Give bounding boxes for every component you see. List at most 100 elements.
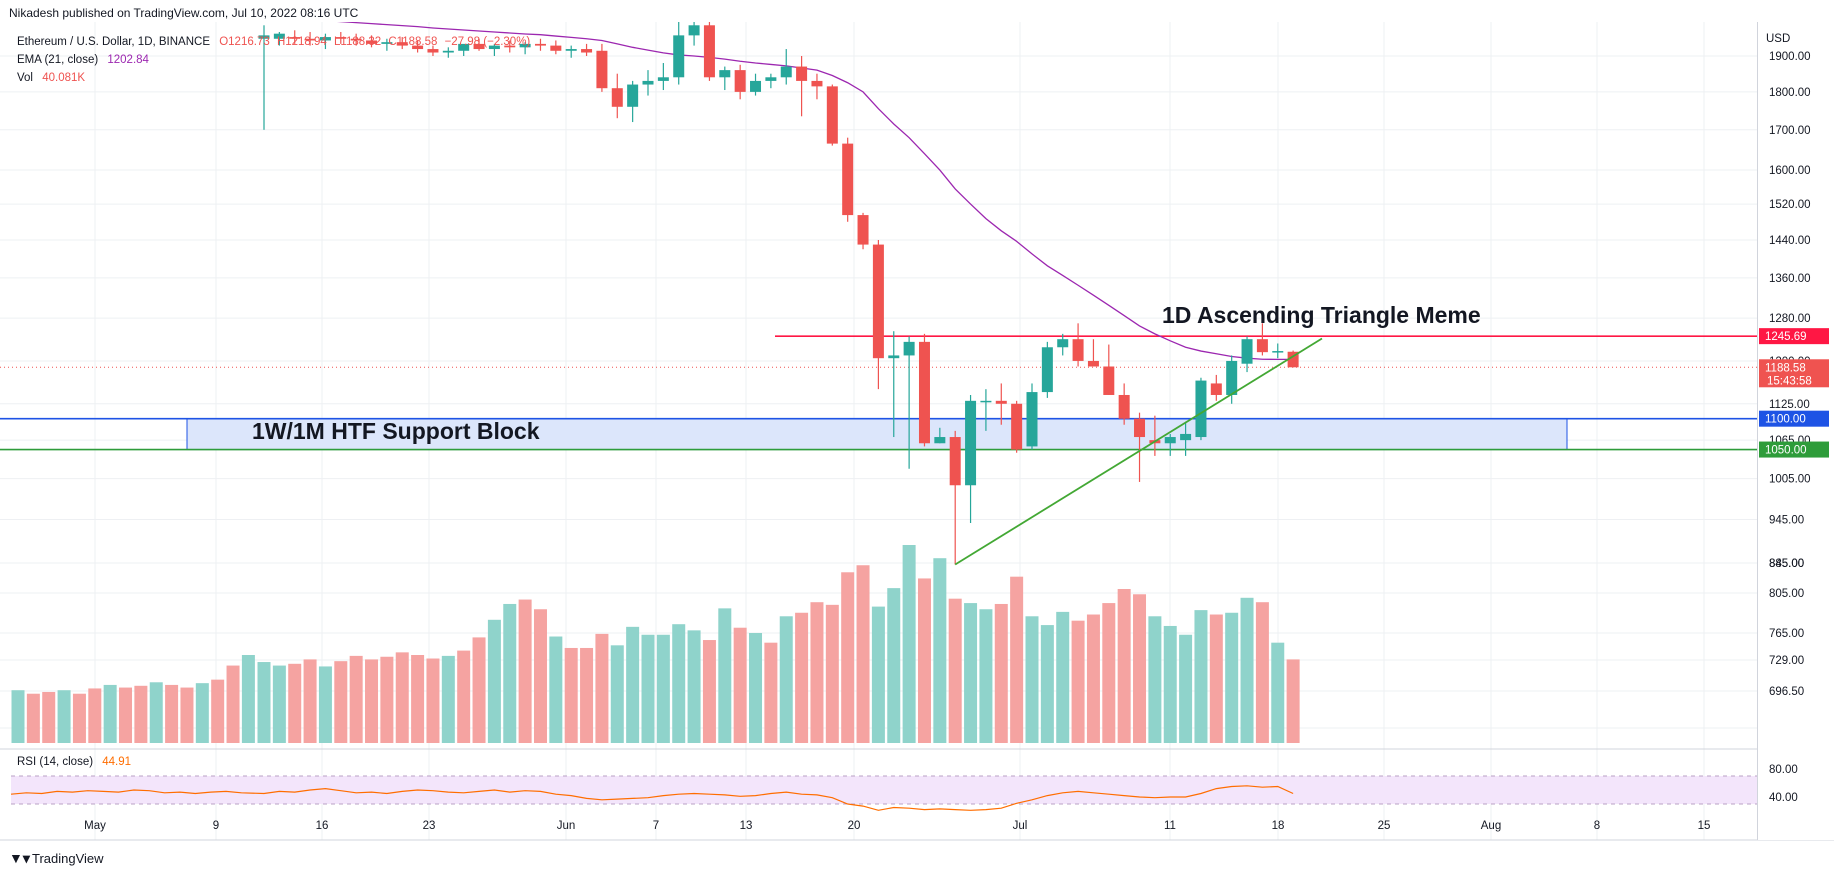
candle[interactable] (1256, 323, 1268, 356)
candle[interactable] (1180, 421, 1192, 456)
candle[interactable] (1118, 383, 1130, 425)
candle[interactable] (657, 63, 669, 91)
candle[interactable] (719, 66, 731, 91)
candle[interactable] (458, 43, 470, 56)
volume-bar (549, 636, 563, 743)
candle[interactable] (473, 38, 485, 51)
candle[interactable] (1134, 412, 1146, 482)
candle[interactable] (335, 31, 347, 44)
candle[interactable] (1026, 383, 1038, 450)
candle[interactable] (1272, 343, 1284, 359)
time-tick-label: 25 (1378, 820, 1391, 832)
candle[interactable] (273, 31, 285, 46)
candle[interactable] (842, 137, 854, 222)
candle[interactable] (1164, 433, 1176, 456)
support-annotation[interactable]: 1W/1M HTF Support Block (252, 418, 540, 444)
candle[interactable] (1226, 355, 1238, 404)
candle[interactable] (995, 383, 1007, 425)
candle[interactable] (1087, 339, 1099, 367)
candle[interactable] (750, 73, 762, 96)
candle[interactable] (688, 22, 700, 46)
volume-bar (871, 606, 885, 743)
levels[interactable] (0, 335, 1757, 451)
candle[interactable] (765, 73, 777, 89)
candle[interactable] (1057, 333, 1069, 356)
candle-body (688, 25, 700, 36)
candle[interactable] (319, 33, 331, 50)
rsi-tick-label: 40.00 (1769, 792, 1798, 804)
candle[interactable] (1103, 344, 1115, 395)
volume-bar (180, 687, 194, 743)
candle[interactable] (550, 40, 562, 55)
candle[interactable] (304, 31, 316, 46)
volume-bar (411, 655, 425, 743)
volume-bar (165, 684, 179, 743)
candles[interactable] (258, 22, 1299, 565)
volume-bar (795, 612, 809, 743)
candle-body (750, 80, 762, 92)
trendline[interactable] (954, 337, 1323, 566)
candle[interactable] (627, 80, 639, 123)
candle[interactable] (965, 394, 977, 523)
candle-body (473, 43, 485, 50)
candle[interactable] (1210, 374, 1222, 401)
candle[interactable] (427, 45, 439, 56)
price-tick-label: 1005.00 (1769, 474, 1811, 486)
time-tick-label: 8 (1594, 820, 1600, 832)
tradingview-logo[interactable]: ▼▾ TradingView (9, 850, 104, 866)
volume-bar (580, 647, 594, 743)
candle[interactable] (381, 38, 393, 51)
candle-body (842, 143, 854, 216)
candle[interactable] (350, 33, 362, 46)
time-axis[interactable]: May 9 16 23 Jun 7 13 20 Jul 11 18 25 Aug 8 15 (84, 820, 1710, 832)
candle[interactable] (1195, 377, 1207, 441)
candle[interactable] (396, 37, 408, 50)
candle[interactable] (1287, 350, 1299, 368)
candle[interactable] (734, 64, 746, 100)
candle[interactable] (596, 43, 608, 92)
candle-body (427, 49, 439, 53)
candle[interactable] (903, 336, 915, 469)
time-tick-label: 20 (848, 820, 861, 832)
candle[interactable] (780, 49, 792, 85)
candle[interactable] (504, 40, 516, 53)
candle[interactable] (534, 38, 546, 51)
volume-bar (672, 624, 686, 743)
volume-bar (887, 588, 901, 743)
candle[interactable] (888, 331, 900, 438)
candle[interactable] (918, 333, 930, 447)
candle[interactable] (872, 239, 884, 390)
candle[interactable] (565, 45, 577, 58)
candle[interactable] (826, 84, 838, 146)
support-block[interactable] (186, 418, 1568, 451)
candle[interactable] (366, 35, 378, 48)
candle[interactable] (412, 40, 424, 53)
candle[interactable] (1041, 341, 1053, 398)
candle[interactable] (857, 212, 869, 250)
candle[interactable] (811, 73, 823, 100)
candle[interactable] (642, 70, 654, 96)
volume-bar (272, 665, 286, 743)
ascending-trendline[interactable] (954, 337, 1323, 566)
candle[interactable] (519, 42, 531, 55)
support-block-rect[interactable] (186, 418, 1568, 451)
candle[interactable] (611, 73, 623, 119)
candle[interactable] (934, 427, 946, 444)
candle[interactable] (703, 22, 715, 81)
candle[interactable] (980, 389, 992, 431)
candle[interactable] (581, 43, 593, 56)
candle[interactable] (289, 30, 301, 44)
candle[interactable] (796, 56, 808, 117)
candle[interactable] (1011, 400, 1023, 453)
triangle-annotation[interactable]: 1D Ascending Triangle Meme (1162, 302, 1481, 328)
candle[interactable] (442, 47, 454, 58)
candle[interactable] (1241, 336, 1253, 373)
candle[interactable] (258, 25, 270, 130)
candle[interactable] (1072, 323, 1084, 367)
candle[interactable] (673, 22, 685, 85)
volume-bar (518, 599, 532, 743)
candle[interactable] (949, 430, 961, 565)
volume-bar (241, 655, 255, 743)
candle[interactable] (488, 43, 500, 56)
